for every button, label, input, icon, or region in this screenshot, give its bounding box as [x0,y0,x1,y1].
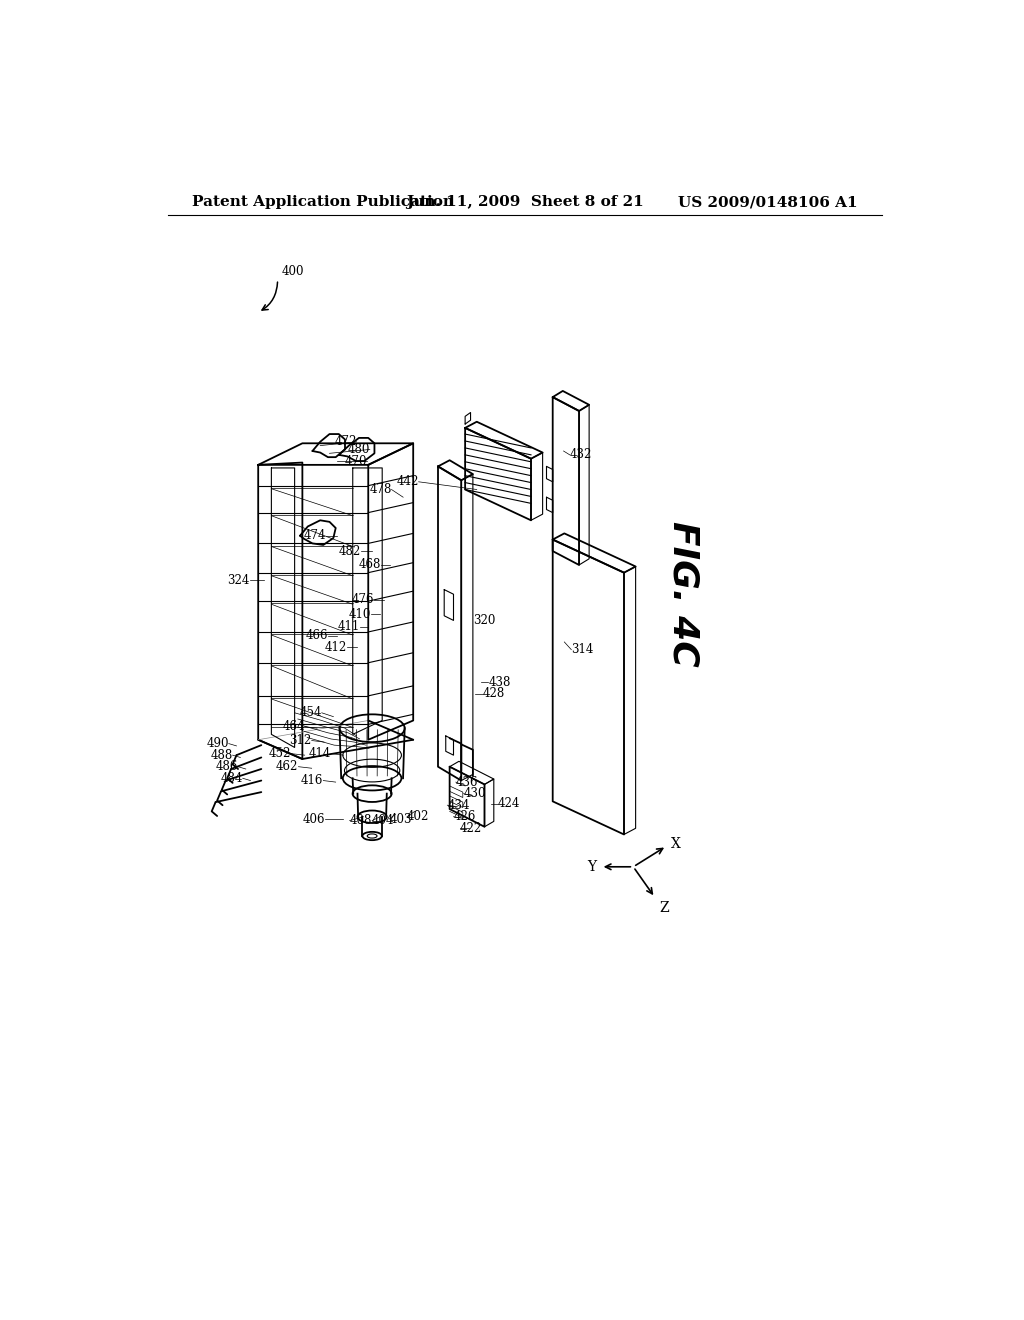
Text: 468: 468 [359,558,381,572]
Text: 408: 408 [349,814,372,828]
Text: 430: 430 [464,787,486,800]
Text: 470: 470 [344,454,367,467]
Text: 486: 486 [216,760,238,774]
Text: 432: 432 [569,449,592,462]
Text: 478: 478 [369,483,391,496]
Text: 490: 490 [206,737,228,750]
Text: 452: 452 [268,747,291,760]
Text: 464: 464 [283,721,305,733]
Text: 436: 436 [456,776,478,788]
Text: 472: 472 [334,436,356,449]
Text: 466: 466 [305,630,328,643]
Text: 480: 480 [347,444,370,455]
Text: 400: 400 [282,265,304,279]
Text: 320: 320 [473,614,496,627]
Text: X: X [671,837,680,850]
Text: Jun. 11, 2009  Sheet 8 of 21: Jun. 11, 2009 Sheet 8 of 21 [406,195,644,210]
Text: Patent Application Publication: Patent Application Publication [191,195,454,210]
Text: 424: 424 [498,797,520,810]
Text: 426: 426 [454,810,476,824]
Text: 403: 403 [389,813,412,825]
Text: 476: 476 [352,593,375,606]
Text: 412: 412 [325,640,346,653]
Text: 414: 414 [308,747,331,760]
Text: 410: 410 [348,607,371,620]
Text: 482: 482 [338,545,360,557]
Text: FIG. 4C: FIG. 4C [667,520,700,667]
Text: 484: 484 [220,772,243,785]
Text: 406: 406 [302,813,325,825]
Text: US 2009/0148106 A1: US 2009/0148106 A1 [679,195,858,210]
Text: 404: 404 [372,814,394,828]
Text: 402: 402 [407,810,429,824]
Text: 488: 488 [210,748,232,762]
Text: 422: 422 [460,822,482,834]
Text: 324: 324 [227,574,250,587]
Text: 411: 411 [338,620,359,634]
Text: 454: 454 [299,706,322,719]
Text: 462: 462 [276,760,299,774]
Text: 474: 474 [303,529,326,543]
Text: 438: 438 [488,676,511,689]
Text: 312: 312 [290,734,311,747]
Text: 416: 416 [301,774,324,787]
Text: Z: Z [658,902,669,916]
Text: 434: 434 [447,799,470,812]
Text: Y: Y [587,859,596,874]
Text: 428: 428 [483,686,505,700]
Text: 442: 442 [396,475,419,488]
Text: 314: 314 [571,643,594,656]
